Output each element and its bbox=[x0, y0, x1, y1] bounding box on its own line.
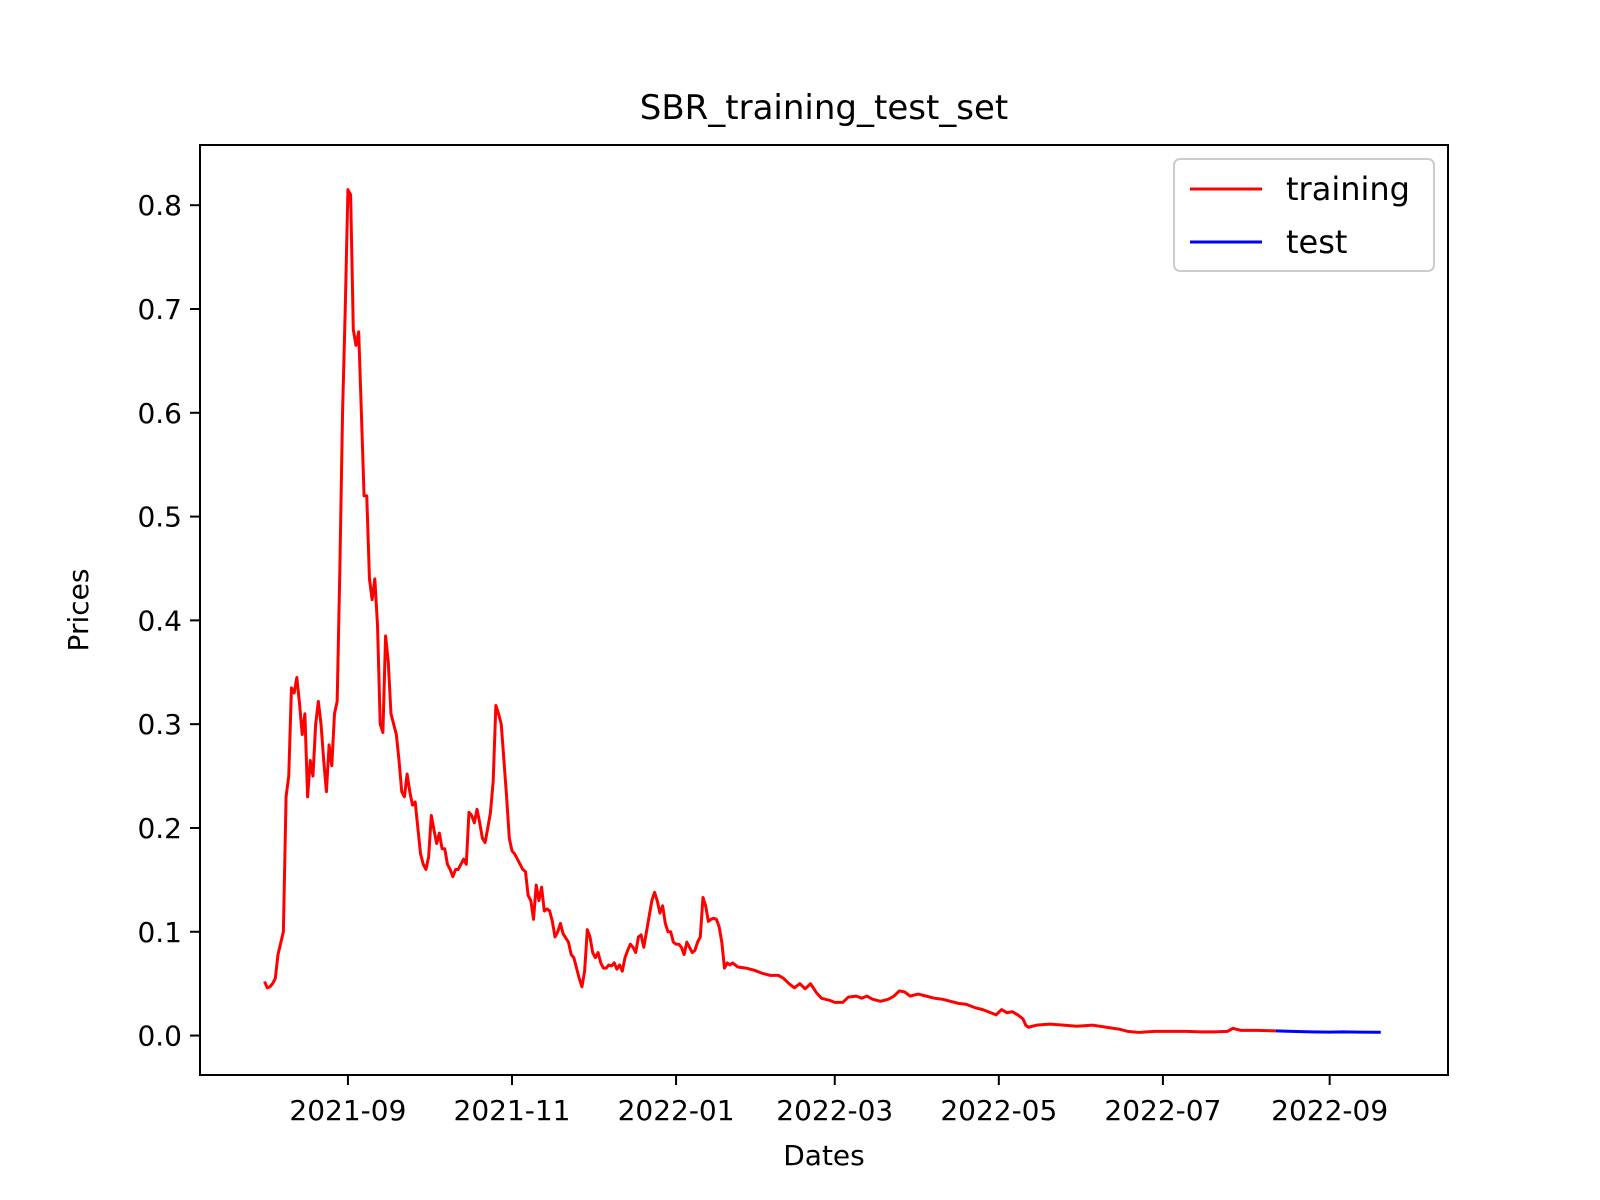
series-line-training bbox=[263, 188, 1276, 1034]
y-tick-label: 0.7 bbox=[137, 293, 182, 326]
y-tick-label: 0.8 bbox=[137, 189, 182, 222]
legend-label-test: test bbox=[1286, 223, 1347, 261]
y-axis-title: Prices bbox=[62, 569, 95, 652]
y-tick-label: 0.4 bbox=[137, 604, 182, 637]
y-tick-label: 0.6 bbox=[137, 397, 182, 430]
y-tick-label: 0.0 bbox=[137, 1020, 182, 1053]
x-tick-label: 2022-09 bbox=[1271, 1094, 1388, 1127]
plot-frame bbox=[199, 144, 1449, 1076]
series-layer bbox=[263, 188, 1381, 1034]
x-tick-label: 2022-07 bbox=[1104, 1094, 1221, 1127]
y-tick-label: 0.1 bbox=[137, 916, 182, 949]
x-tick-label: 2022-05 bbox=[940, 1094, 1057, 1127]
x-axis-title: Dates bbox=[783, 1139, 865, 1172]
x-tick-label: 2021-09 bbox=[289, 1094, 406, 1127]
y-tick-label: 0.3 bbox=[137, 708, 182, 741]
x-tick-label: 2021-11 bbox=[454, 1094, 571, 1127]
series-line-test bbox=[1275, 1029, 1381, 1034]
y-axis: 0.0 0.1 0.2 0.3 0.4 0.5 0.6 0.7 0.8 bbox=[137, 189, 200, 1053]
legend: training test bbox=[1173, 158, 1435, 272]
x-tick-label: 2022-03 bbox=[776, 1094, 893, 1127]
y-tick-label: 0.5 bbox=[137, 501, 182, 534]
chart-title: SBR_training_test_set bbox=[640, 88, 1009, 128]
y-tick-label: 0.2 bbox=[137, 812, 182, 845]
x-axis: 2021-09 2021-11 2022-01 2022-03 2022-05 2022-… bbox=[289, 1075, 1388, 1127]
legend-label-training: training bbox=[1286, 170, 1410, 208]
x-tick-label: 2022-01 bbox=[618, 1094, 735, 1127]
